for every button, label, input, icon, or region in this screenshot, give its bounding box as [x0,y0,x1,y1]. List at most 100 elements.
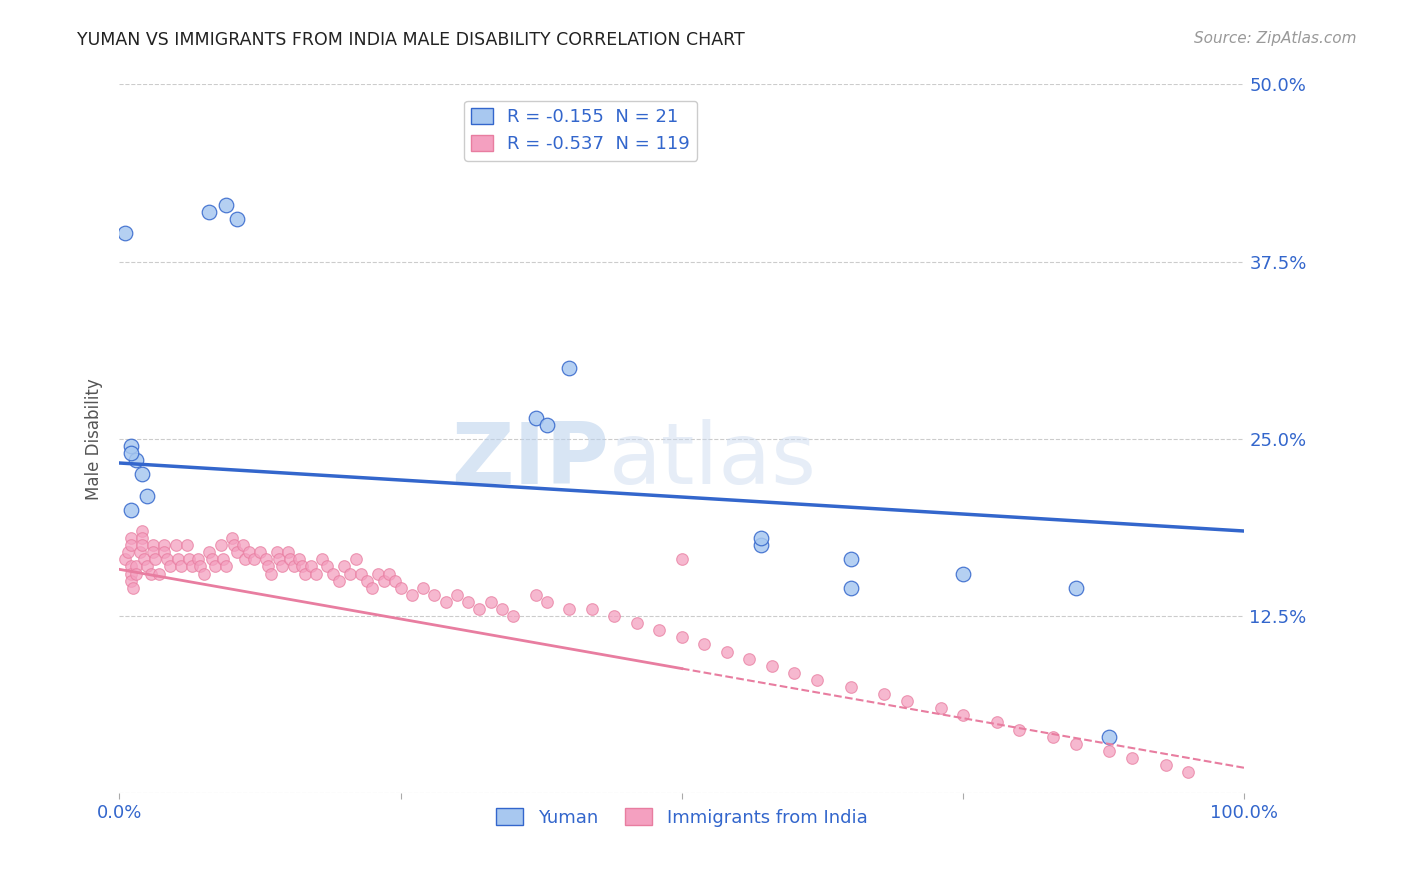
Point [288,552,311,566]
Point [277,545,299,559]
Point [165,538,187,552]
Point [333,559,356,574]
Point [117,545,139,559]
Point [120,574,142,588]
Point [378,566,401,581]
Point [873,687,896,701]
Text: YUMAN VS IMMIGRANTS FROM INDIA MALE DISABILITY CORRELATION CHART: YUMAN VS IMMIGRANTS FROM INDIA MALE DISA… [77,31,745,49]
Point [367,566,389,581]
Point [524,120,547,134]
Point [120,439,142,453]
Point [177,552,200,566]
Legend: Yuman, Immigrants from India: Yuman, Immigrants from India [489,801,875,834]
Point [806,673,828,687]
Point [344,552,367,566]
Point [188,559,211,574]
Point [1177,765,1199,780]
Point [198,545,221,559]
Point [558,602,581,616]
Point [136,559,159,574]
Point [412,581,434,595]
Point [1098,730,1121,744]
Point [267,552,290,566]
Point [120,503,142,517]
Point [131,524,153,538]
Point [986,715,1008,730]
Point [524,410,547,425]
Point [128,545,150,559]
Point [1064,737,1087,751]
Point [125,559,148,574]
Point [211,552,233,566]
Point [232,538,254,552]
Point [536,417,558,432]
Point [222,538,245,552]
Point [131,467,153,482]
Point [153,545,176,559]
Point [142,538,165,552]
Point [373,574,395,588]
Point [198,205,221,219]
Point [648,624,671,638]
Point [215,559,238,574]
Point [249,545,271,559]
Point [738,651,761,665]
Point [238,545,260,559]
Point [839,552,862,566]
Point [176,538,198,552]
Point [384,574,406,588]
Point [278,552,301,566]
Point [1008,723,1031,737]
Point [446,588,468,602]
Point [243,552,266,566]
Point [193,566,215,581]
Point [114,552,136,566]
Point [155,552,177,566]
Point [256,559,278,574]
Point [749,531,772,545]
Point [389,581,412,595]
Point [311,552,333,566]
Point [121,581,143,595]
Point [479,595,502,609]
Point [290,559,312,574]
Point [581,602,603,616]
Point [260,566,283,581]
Point [254,552,277,566]
Point [361,581,384,595]
Point [536,595,558,609]
Point [170,559,193,574]
Point [626,616,648,631]
Point [350,566,373,581]
Point [952,708,974,723]
Point [524,588,547,602]
Point [132,552,155,566]
Point [839,680,862,694]
Point [148,566,170,581]
Point [502,609,524,624]
Point [322,566,344,581]
Point [468,602,491,616]
Point [143,552,166,566]
Point [356,574,378,588]
Point [401,588,423,602]
Text: ZIP: ZIP [451,418,609,501]
Point [266,545,288,559]
Point [271,559,294,574]
Text: Source: ZipAtlas.com: Source: ZipAtlas.com [1194,31,1357,46]
Point [120,559,142,574]
Point [434,595,457,609]
Point [693,638,716,652]
Point [316,559,339,574]
Point [294,566,316,581]
Point [328,574,350,588]
Point [166,552,188,566]
Point [339,566,361,581]
Point [226,545,249,559]
Point [136,489,159,503]
Point [120,538,142,552]
Point [1121,751,1143,765]
Point [159,559,181,574]
Point [783,665,806,680]
Point [204,559,226,574]
